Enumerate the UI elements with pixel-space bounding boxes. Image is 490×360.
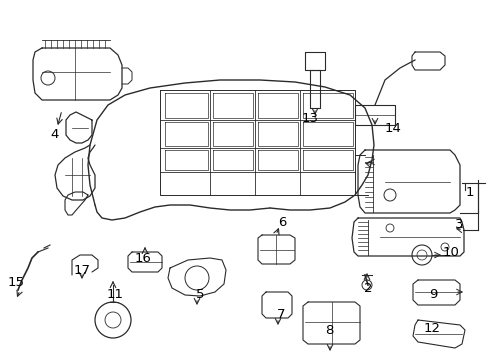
Text: 17: 17 xyxy=(74,264,91,276)
Text: 2: 2 xyxy=(364,282,372,294)
Text: 11: 11 xyxy=(106,288,123,302)
Text: 5: 5 xyxy=(196,288,204,302)
Text: 7: 7 xyxy=(277,309,285,321)
Text: 15: 15 xyxy=(7,276,24,289)
Text: 13: 13 xyxy=(301,112,319,125)
Text: 3: 3 xyxy=(455,219,463,231)
Text: 14: 14 xyxy=(385,122,401,135)
Text: 9: 9 xyxy=(429,288,437,302)
Text: 10: 10 xyxy=(442,246,460,258)
Text: 4: 4 xyxy=(51,129,59,141)
Text: 12: 12 xyxy=(423,321,441,334)
Text: 16: 16 xyxy=(135,252,151,265)
Text: 8: 8 xyxy=(325,324,333,337)
Text: 1: 1 xyxy=(466,185,474,198)
Text: 6: 6 xyxy=(278,216,286,229)
